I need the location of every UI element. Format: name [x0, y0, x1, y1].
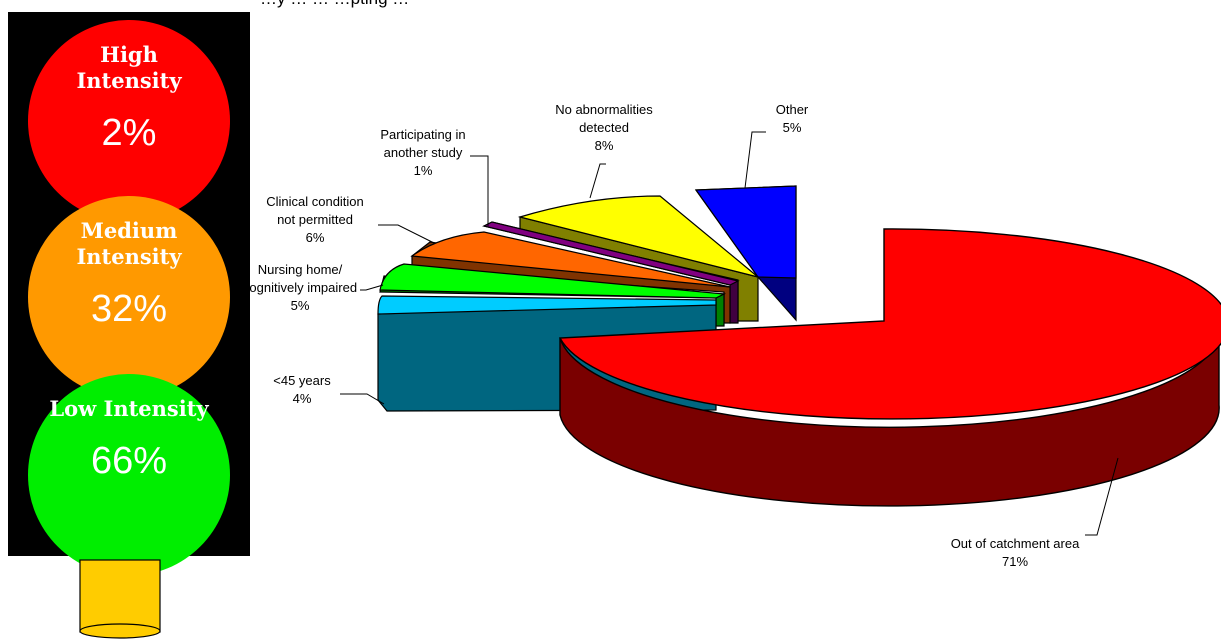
- header-partial-text: …y … … …pting …: [260, 0, 409, 8]
- high-intensity-label: High Intensity: [76, 42, 182, 93]
- leader-nursing: [360, 284, 384, 291]
- slice-catchment-top: [558, 228, 1221, 420]
- label-other-value: 5%: [783, 120, 802, 135]
- slice-study: [482, 221, 740, 324]
- leader-study: [470, 155, 489, 226]
- high-intensity-light: High Intensity 2%: [28, 20, 230, 222]
- chart-labels: Out of catchment area 71% Other 5% No ab…: [243, 102, 1080, 569]
- leader-clinical: [378, 224, 435, 244]
- slice-catchment-side: [559, 319, 1221, 507]
- label-age-value: 4%: [293, 391, 312, 406]
- high-intensity-percent: 2%: [101, 112, 157, 154]
- slice-nursing: [379, 263, 727, 327]
- traffic-light-panel: High Intensity 2% Medium Intensity 32% L…: [8, 12, 250, 576]
- slice-noabn-top: [517, 195, 759, 278]
- label-noabn-value: 8%: [595, 138, 614, 153]
- medium-intensity-percent: 32%: [90, 288, 168, 330]
- label-study-line1: Participating in: [380, 127, 465, 142]
- low-intensity-percent: 66%: [90, 440, 168, 482]
- label-clinical-value: 6%: [306, 230, 325, 245]
- label-noabn-line2: detected: [579, 120, 629, 135]
- slice-other: [694, 185, 797, 322]
- leader-catchment: [1085, 457, 1119, 536]
- label-age-name: <45 years: [273, 373, 331, 388]
- slice-study-top: [482, 221, 740, 286]
- label-nursing-line1: Nursing home/: [258, 262, 343, 277]
- medium-intensity-label: Medium Intensity: [76, 218, 182, 269]
- leader-other: [744, 131, 766, 189]
- low-intensity-label: Low Intensity: [49, 396, 209, 421]
- leader-lines: [340, 131, 1119, 536]
- label-study-value: 1%: [414, 163, 433, 178]
- cylinder-shape: [79, 559, 161, 639]
- medium-intensity-light: Medium Intensity 32%: [28, 196, 230, 398]
- label-nursing-value: 5%: [291, 298, 310, 313]
- slice-clinical-top: [410, 231, 731, 288]
- low-intensity-light: Low Intensity 66%: [28, 374, 230, 576]
- slice-catchment: [558, 228, 1221, 507]
- label-clinical-line1: Clinical condition: [266, 194, 364, 209]
- label-clinical-line2: not permitted: [277, 212, 353, 227]
- label-catchment-value: 71%: [1002, 554, 1028, 569]
- slice-other-top: [694, 185, 797, 279]
- leader-age: [340, 393, 385, 405]
- label-other-name: Other: [776, 102, 809, 117]
- label-catchment-name: Out of catchment area: [951, 536, 1080, 551]
- slice-nursing-top: [379, 263, 727, 299]
- label-noabn-line1: No abnormalities: [555, 102, 653, 117]
- leader-noabn: [589, 163, 606, 199]
- slice-age-top: [377, 295, 717, 315]
- label-nursing-line2: cognitively impaired: [243, 280, 357, 295]
- label-study-line2: another study: [384, 145, 463, 160]
